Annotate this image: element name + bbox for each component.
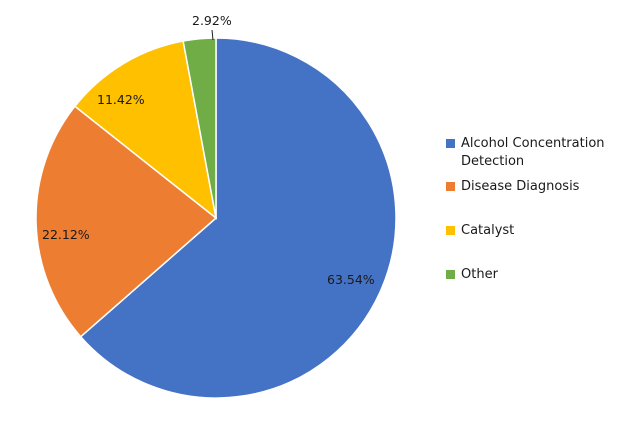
legend-swatch-icon	[446, 270, 455, 279]
slice-disease	[35, 105, 218, 338]
legend-label-cont: Detection	[461, 154, 525, 169]
data-label-disease: 22.12%	[42, 227, 90, 242]
legend-label: Other	[461, 267, 498, 282]
data-label-other: 2.92%	[192, 13, 232, 28]
legend-swatch-icon	[446, 139, 455, 148]
legend-item-alcohol: Alcohol Concentration Detection	[446, 135, 616, 171]
data-label-catalyst: 11.42%	[97, 92, 145, 107]
legend-label: Alcohol Concentration	[461, 136, 605, 151]
legend-item-disease: Disease Diagnosis	[446, 178, 616, 196]
legend-item-other: Other	[446, 266, 616, 284]
legend-item-catalyst: Catalyst	[446, 222, 616, 240]
leader-line-other	[211, 29, 214, 41]
slice-other	[182, 37, 217, 219]
slice-catalyst	[73, 40, 218, 220]
slice-alcohol	[79, 37, 397, 399]
legend-label: Catalyst	[461, 223, 515, 238]
legend-label: Disease Diagnosis	[461, 179, 580, 194]
legend-swatch-icon	[446, 226, 455, 235]
data-label-alcohol: 63.54%	[327, 272, 375, 287]
legend-swatch-icon	[446, 182, 455, 191]
